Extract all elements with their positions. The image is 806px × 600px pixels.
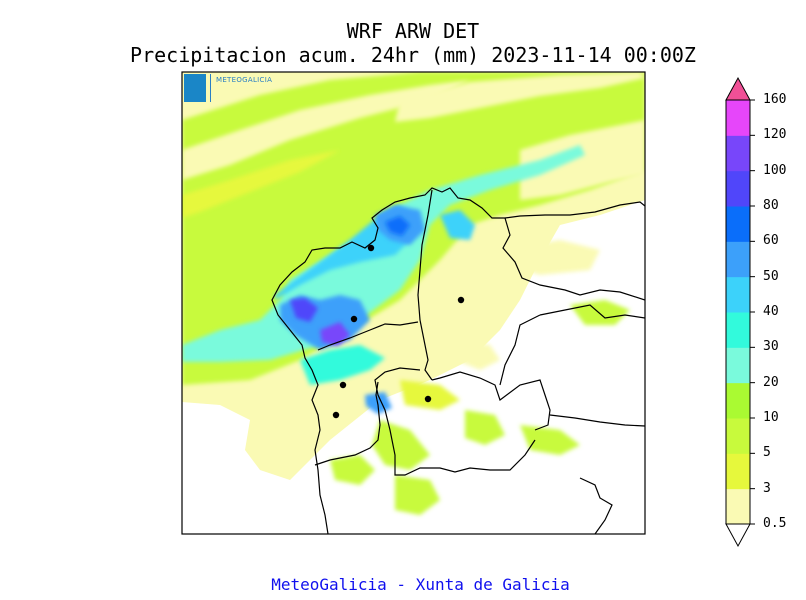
colorbar-bin [726,206,750,242]
colorbar-tick-label: 50 [763,268,779,284]
colorbar-tick-label: 160 [763,92,787,107]
colorbar-bin [726,100,750,136]
city-dot [367,244,375,252]
city-dot [332,411,340,419]
city-markers [332,244,465,419]
colorbar-tick-label: 60 [763,233,779,249]
city-dot [424,395,432,403]
colorbar-tick-label: 10 [763,410,779,425]
colorbar-tick-label: 30 [763,339,779,355]
colorbar-tick-label: 5 [763,445,771,461]
colorbar-bin [726,241,750,278]
colorbar-bin [726,347,750,384]
map-frame [181,71,646,535]
city-dot [339,381,347,389]
colorbar-tick-label: 80 [763,198,779,213]
meteogalicia-logo-icon [184,74,206,102]
colorbar-bin [726,382,750,419]
coastline-and-borders [271,187,645,534]
colorbar-bin [726,170,750,207]
colorbar-bin [726,418,750,454]
colorbar-bin [726,135,750,172]
precipitation-field [182,72,645,534]
map-title-line2: Precipitacion acum. 24hr (mm) 2023-11-14… [130,43,696,67]
colorbar-bin [726,488,750,525]
colorbar-tick-label: 20 [763,374,779,390]
colorbar-underflow-triangle [725,523,751,548]
footer-credit: MeteoGalicia - Xunta de Galicia [271,575,570,594]
colorbar-bin [726,453,750,490]
precipitation-colorbar [725,76,755,548]
colorbar-tick-label: 40 [763,304,779,319]
city-dot [457,296,465,304]
map-title-line1: WRF ARW DET [346,19,480,43]
colorbar-tick-label: 120 [763,127,787,143]
colorbar-tick-label: 0.5 [763,516,787,531]
colorbar-bin [726,276,750,313]
city-dot [350,315,358,323]
logo-separator [210,74,211,102]
colorbar-bin [726,312,750,348]
colorbar-tick-label: 3 [763,480,771,496]
colorbar-overflow-triangle [725,76,751,101]
logo-text: METEOGALICIA [216,76,273,84]
colorbar-tick-label: 100 [763,162,787,178]
